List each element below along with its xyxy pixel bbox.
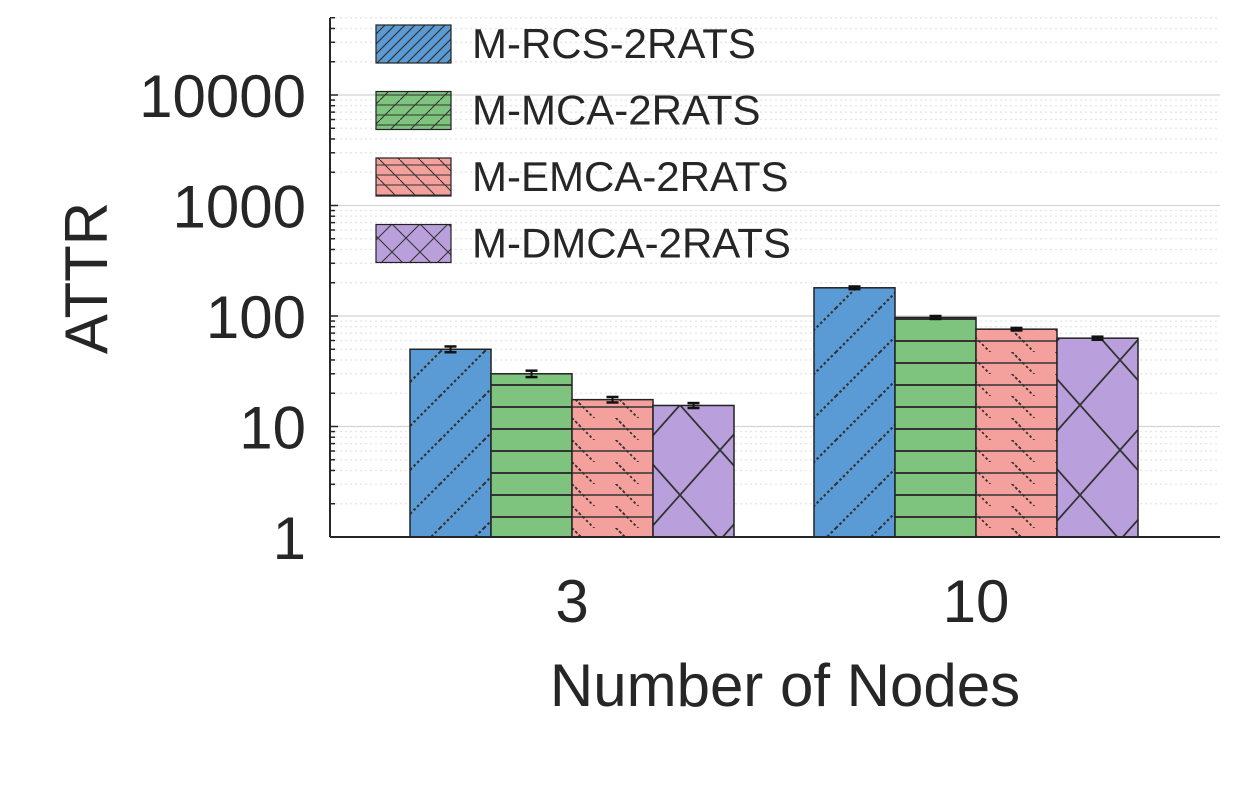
legend-label: M-EMCA-2RATS bbox=[472, 153, 789, 200]
legend-label: M-MCA-2RATS bbox=[472, 87, 761, 134]
bar-hatch bbox=[652, 404, 735, 538]
bar-hatch bbox=[813, 287, 896, 538]
y-tick-label: 1000 bbox=[173, 174, 306, 241]
legend: M-RCS-2RATS M-MCA-2RATS M-EMCA-2RATS M-DMCA… bbox=[375, 20, 791, 267]
bar-hatch bbox=[975, 328, 1058, 538]
legend-swatch-hatch bbox=[375, 24, 452, 64]
y-axis-label: ATTR bbox=[53, 202, 120, 354]
y-ticks: 1 10 100 1000 10000 bbox=[139, 17, 338, 572]
bar-hatch bbox=[1056, 337, 1139, 538]
x-tick-label: 10 bbox=[943, 568, 1010, 635]
y-tick-label: 100 bbox=[206, 284, 306, 351]
legend-label: M-RCS-2RATS bbox=[472, 20, 756, 67]
legend-label: M-DMCA-2RATS bbox=[472, 220, 791, 267]
legend-swatch-hatch bbox=[375, 157, 452, 197]
legend-swatch-hatch bbox=[375, 90, 452, 131]
x-ticks: 3 10 bbox=[555, 568, 1009, 635]
bar-hatch bbox=[894, 316, 977, 538]
y-tick-label: 1 bbox=[273, 505, 306, 572]
x-axis-label: Number of Nodes bbox=[550, 652, 1020, 719]
x-tick-label: 3 bbox=[555, 568, 588, 635]
y-tick-label: 10000 bbox=[139, 63, 306, 130]
bars bbox=[409, 285, 1139, 538]
bar-hatch bbox=[409, 348, 492, 538]
bar-hatch bbox=[571, 398, 654, 538]
legend-swatch-hatch bbox=[375, 223, 452, 264]
grid bbox=[330, 17, 1220, 538]
y-tick-label: 10 bbox=[239, 395, 306, 462]
bar-hatch bbox=[490, 373, 573, 538]
